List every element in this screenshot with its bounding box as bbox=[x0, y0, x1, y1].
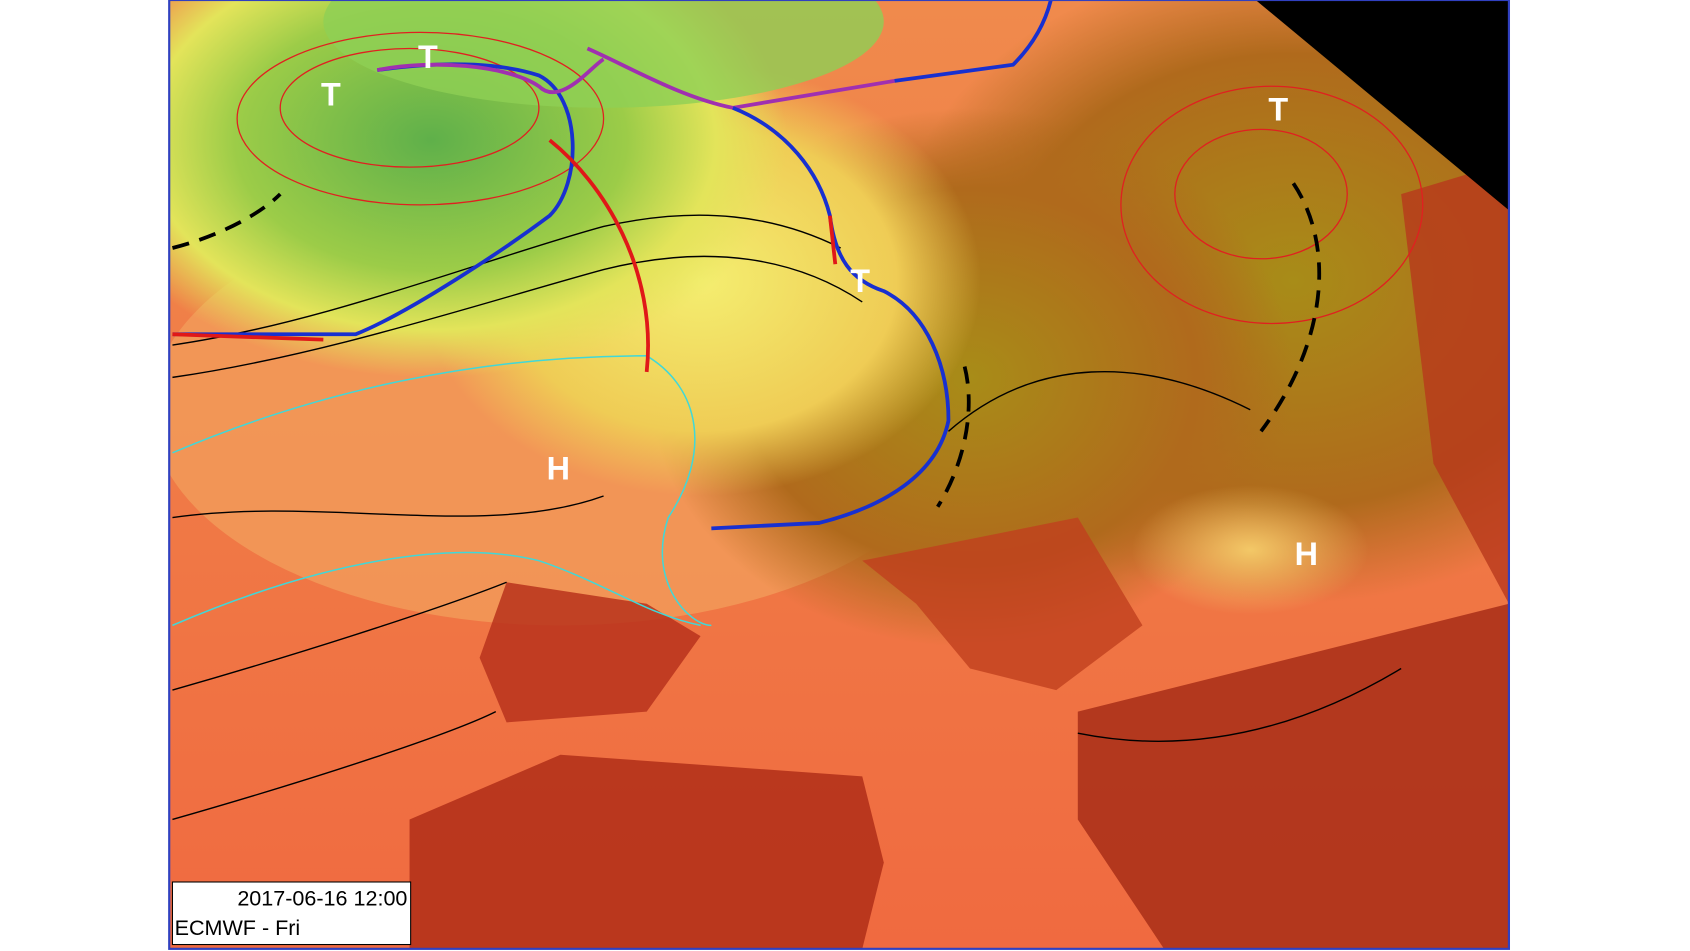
cyan-isolines bbox=[172, 355, 712, 627]
info-box bbox=[171, 881, 412, 946]
high-label: H bbox=[1295, 536, 1318, 572]
low-label: T bbox=[850, 263, 870, 299]
low-label: T bbox=[418, 39, 438, 75]
high-label: H bbox=[547, 451, 570, 487]
isobars bbox=[172, 214, 1402, 821]
low-label: T bbox=[321, 77, 341, 113]
model-label: ECMWF - Fri bbox=[175, 915, 301, 940]
isotherms bbox=[236, 31, 1424, 325]
map: T T T T H H bbox=[169, 0, 1509, 949]
fronts bbox=[171, 0, 1322, 531]
low-label: T bbox=[1268, 92, 1288, 128]
datetime: 2017-06-16 12:00 bbox=[237, 886, 407, 911]
map-border bbox=[168, 0, 1511, 950]
